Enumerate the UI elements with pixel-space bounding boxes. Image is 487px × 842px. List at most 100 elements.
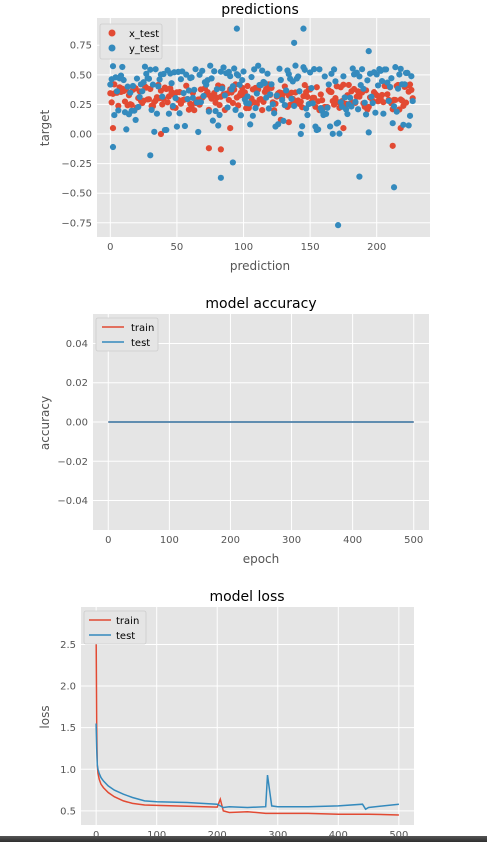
point-y-test (219, 85, 226, 92)
point-y-test (115, 107, 122, 114)
point-y-test (349, 65, 356, 72)
point-x-test (157, 130, 165, 138)
point-y-test (334, 222, 342, 229)
y-axis-label: accuracy (38, 396, 52, 450)
point-y-test (111, 111, 118, 119)
point-y-test (212, 107, 219, 115)
point-x-test (408, 86, 415, 94)
point-y-test (247, 121, 254, 128)
point-y-test (408, 73, 415, 80)
point-y-test (267, 91, 274, 98)
legend-marker-y-test (108, 44, 116, 52)
y-tick-label: 0.5 (60, 806, 76, 817)
point-y-test (340, 73, 347, 80)
legend-label-train: train (116, 616, 139, 627)
point-x-test (317, 91, 324, 98)
y-tick-label: 0.02 (66, 378, 88, 389)
point-y-test (124, 83, 131, 90)
point-y-test (184, 95, 191, 103)
ticks: 0 50 100 150 200 −0.75 −0.50 −0.25 0.00 0.25 0.50 0… (61, 41, 386, 253)
point-x-test (301, 81, 308, 89)
y-tick-label: 0.00 (66, 418, 88, 429)
y-tick-label: −0.25 (61, 159, 92, 170)
point-y-test (176, 110, 183, 117)
point-y-test (136, 93, 143, 101)
point-y-test (276, 65, 283, 72)
point-y-test (362, 111, 370, 118)
point-y-test (346, 94, 354, 101)
x-tick-label: 500 (389, 830, 408, 841)
point-y-test (153, 110, 161, 117)
point-y-test (229, 159, 236, 166)
point-y-test (255, 62, 262, 69)
point-y-test (341, 94, 348, 101)
y-tick-label: −0.04 (57, 496, 88, 507)
point-y-test (152, 66, 159, 73)
point-y-test (148, 106, 155, 114)
point-x-test (128, 101, 135, 108)
line-train (95, 627, 399, 816)
point-y-test (304, 111, 311, 119)
y-tick-label: 2.5 (60, 640, 76, 651)
x-axis-label: prediction (230, 259, 290, 273)
point-x-test (217, 146, 224, 153)
point-y-test (388, 75, 395, 82)
point-y-test (113, 88, 121, 95)
point-x-test (205, 145, 212, 152)
y-tick-label: 1.0 (60, 765, 76, 776)
point-y-test (283, 87, 290, 94)
point-y-test (382, 66, 390, 73)
point-y-test (147, 66, 154, 73)
point-x-test (384, 91, 391, 98)
legend: x_test y_test (99, 23, 163, 60)
x-tick-label: 0 (93, 830, 99, 841)
point-y-test (177, 76, 185, 83)
point-y-test (155, 83, 162, 90)
legend-label-y-test: y_test (129, 44, 159, 55)
x-tick-label: 500 (404, 535, 423, 546)
point-x-test (402, 99, 410, 106)
point-y-test (183, 71, 190, 78)
lines (95, 627, 399, 816)
point-y-test (220, 64, 227, 71)
model-accuracy-chart: 0 100 200 300 400 500 −0.04 −0.02 0.00 0.02 0.04 m… (38, 296, 429, 566)
point-x-test (313, 84, 320, 91)
point-y-test (215, 122, 222, 129)
point-y-test (285, 70, 292, 78)
scatter-points (107, 25, 416, 229)
point-x-test (311, 94, 318, 101)
point-y-test (120, 76, 127, 84)
point-y-test (356, 73, 363, 80)
point-y-test (327, 123, 334, 130)
point-y-test (378, 77, 386, 85)
point-y-test (279, 96, 286, 104)
point-x-test (378, 91, 386, 99)
point-x-test (183, 82, 190, 89)
point-y-test (358, 66, 366, 73)
point-y-test (325, 81, 332, 88)
point-x-test (304, 93, 311, 100)
point-y-test (297, 130, 304, 138)
point-y-test (405, 122, 412, 129)
point-y-test (149, 81, 157, 88)
point-y-test (308, 84, 315, 92)
chart-title: predictions (221, 2, 299, 18)
point-y-test (123, 126, 130, 133)
y-tick-label: 0.04 (66, 339, 88, 350)
point-x-test (235, 102, 242, 109)
x-tick-label: 200 (208, 830, 227, 841)
point-y-test (372, 109, 379, 116)
grid (81, 607, 414, 825)
point-y-test (127, 89, 134, 96)
point-y-test (361, 99, 368, 106)
point-y-test (192, 66, 199, 73)
y-tick-label: 0.00 (70, 130, 92, 141)
point-y-test (251, 66, 258, 73)
point-y-test (227, 73, 234, 80)
point-x-test (244, 82, 251, 90)
point-y-test (360, 85, 367, 92)
point-y-test (145, 75, 153, 82)
point-y-test (336, 130, 343, 137)
point-y-test (213, 86, 220, 93)
